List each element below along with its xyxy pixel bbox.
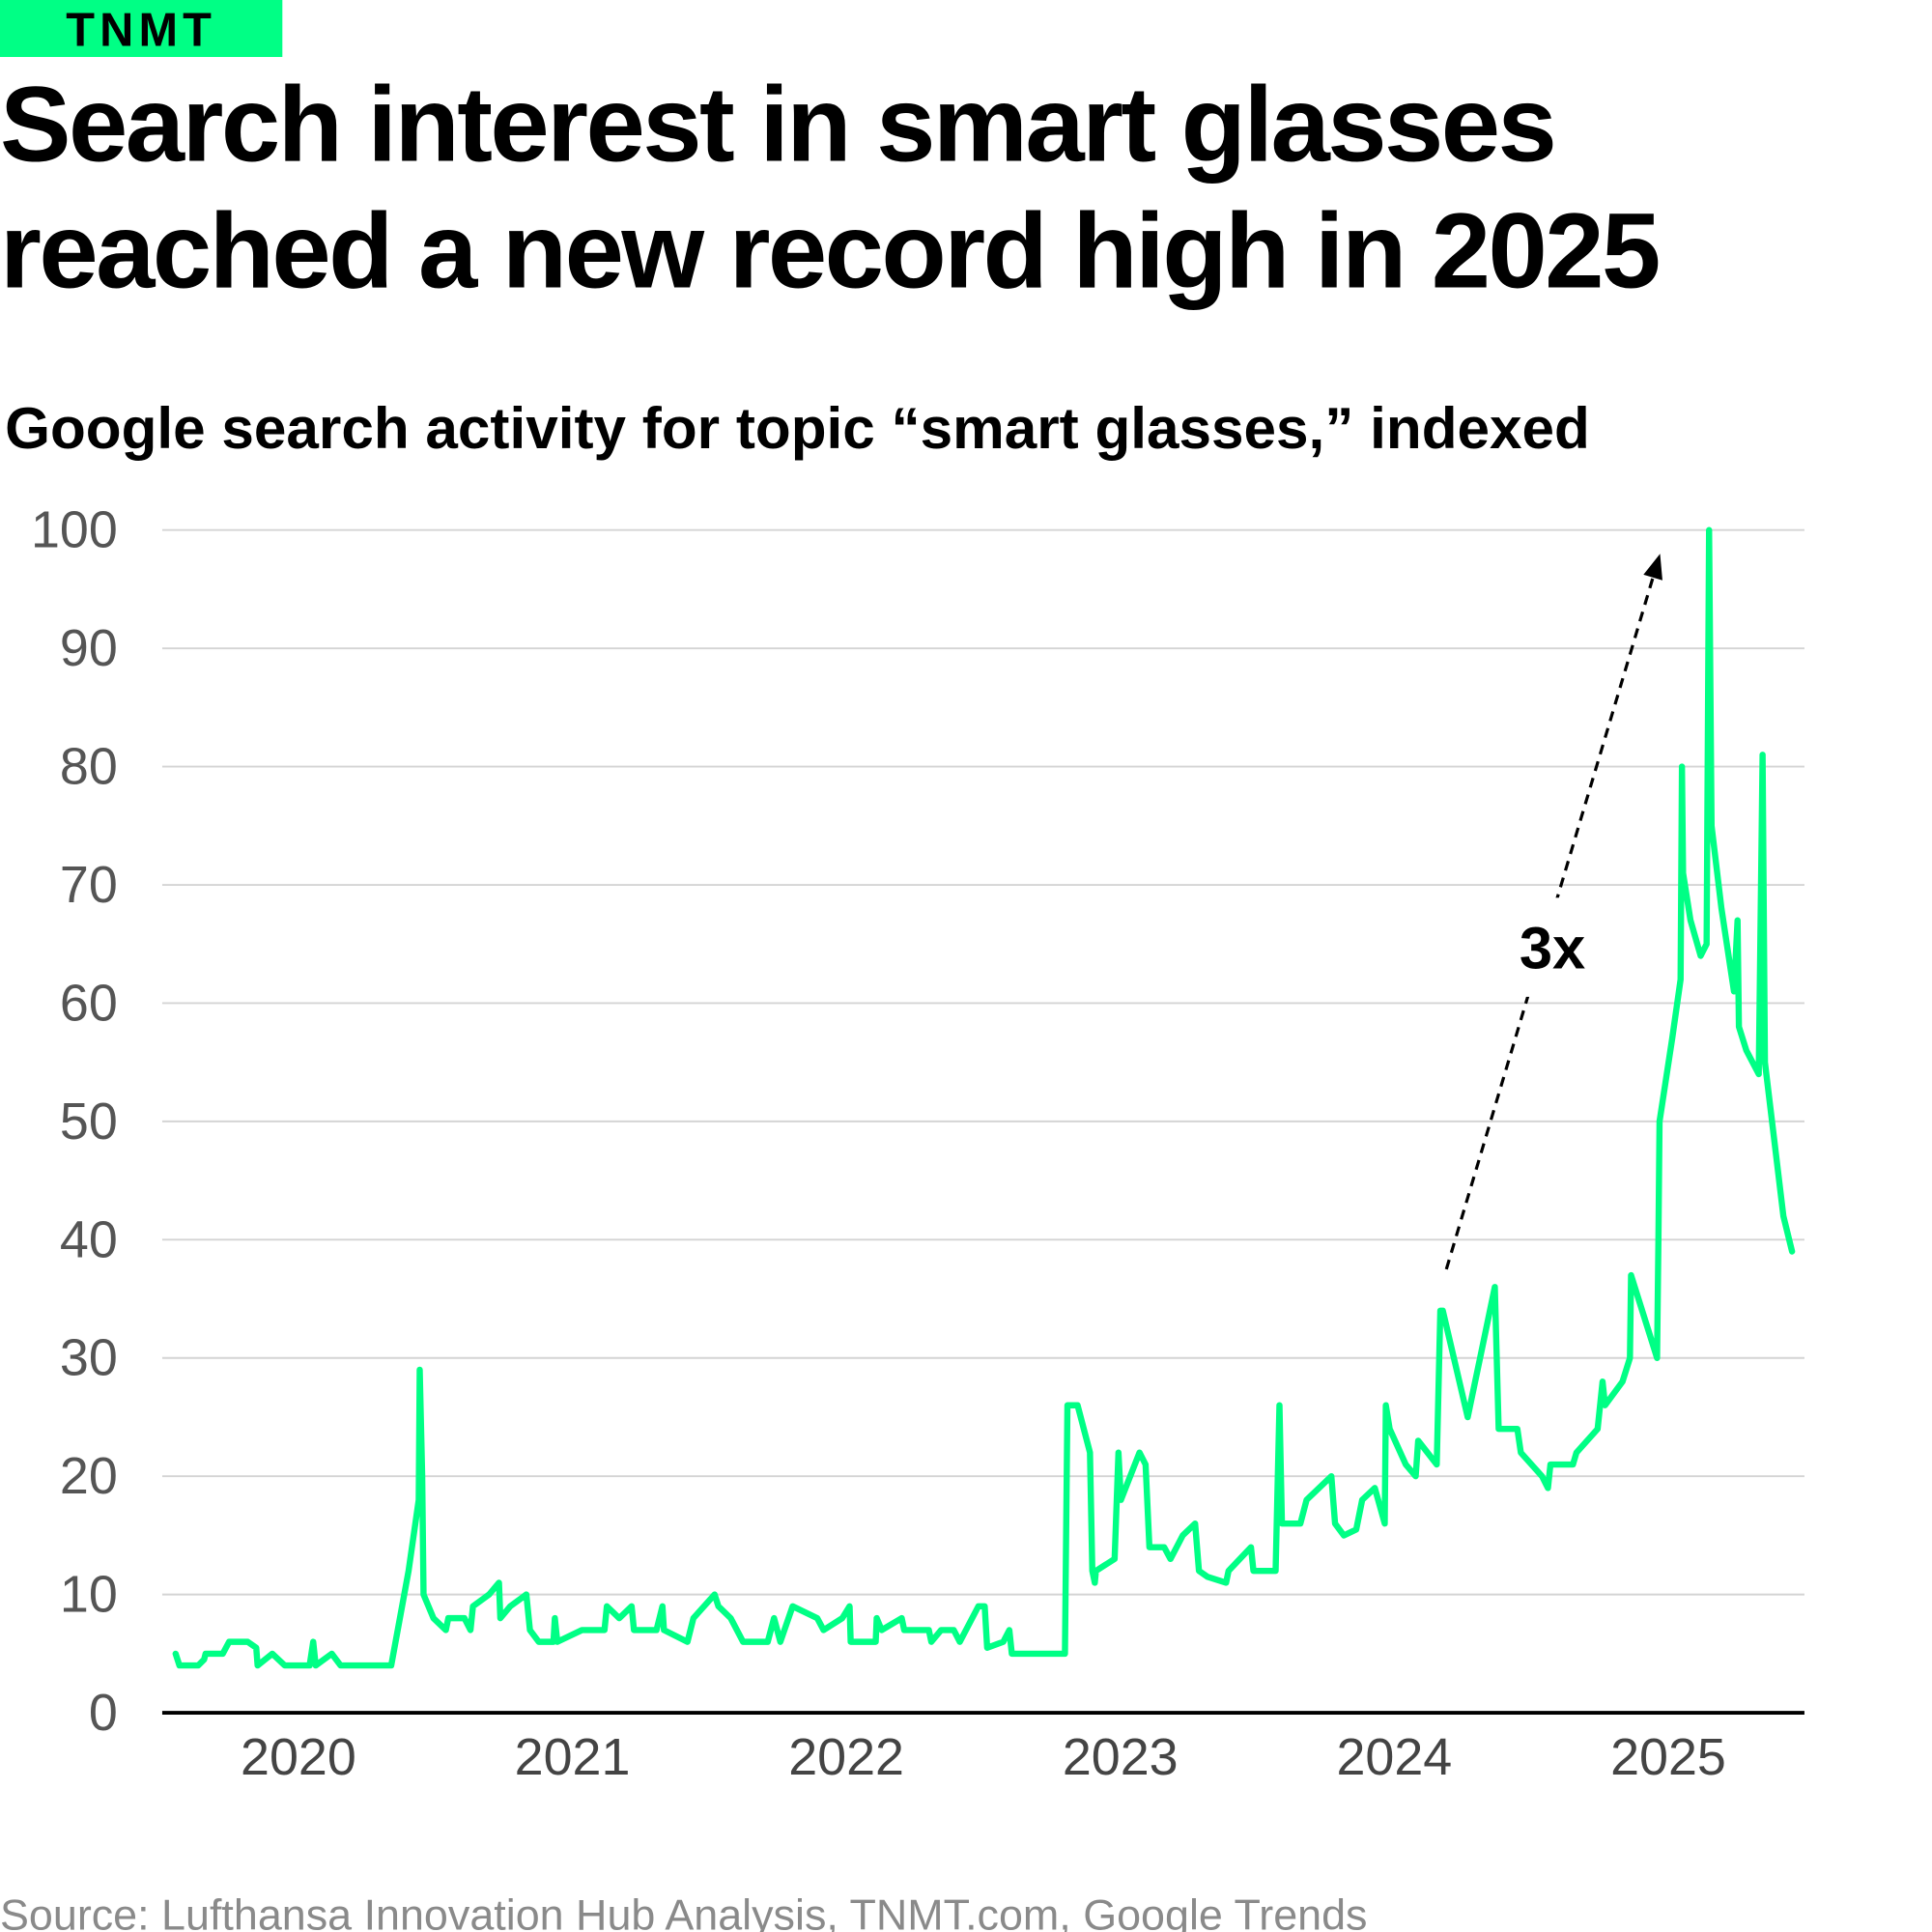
gridlines bbox=[161, 528, 1804, 1716]
logo: TNMT bbox=[0, 0, 283, 57]
y-axis-tick-labels: 0 10 20 30 40 50 60 70 80 90 100 bbox=[31, 501, 118, 1742]
y-tick-label: 90 bbox=[60, 619, 118, 677]
y-tick-label: 30 bbox=[60, 1329, 118, 1387]
y-tick-label: 0 bbox=[89, 1684, 118, 1742]
logo-background bbox=[0, 0, 283, 57]
y-tick-label: 60 bbox=[60, 974, 118, 1032]
x-tick-label: 2021 bbox=[515, 1728, 631, 1786]
chart-subtitle: Google search activity for topic “smart … bbox=[5, 395, 1590, 461]
annotation-label: 3x bbox=[1520, 915, 1585, 981]
x-tick-label: 2025 bbox=[1610, 1728, 1726, 1786]
y-tick-label: 20 bbox=[60, 1447, 118, 1505]
y-tick-label: 100 bbox=[31, 501, 118, 559]
source-note: Source: Lufthansa Innovation Hub Analysi… bbox=[0, 1889, 1367, 1932]
x-axis-tick-labels: 2020 2021 2022 2023 2024 2025 bbox=[241, 1728, 1726, 1786]
series-layer bbox=[172, 526, 1796, 1669]
x-tick-label: 2024 bbox=[1336, 1728, 1452, 1786]
x-tick-label: 2022 bbox=[788, 1728, 904, 1786]
y-tick-label: 80 bbox=[60, 738, 118, 796]
y-tick-label: 50 bbox=[60, 1093, 118, 1151]
chart-title-line-2: reached a new record high in 2025 bbox=[0, 191, 1659, 310]
x-tick-label: 2023 bbox=[1063, 1728, 1179, 1786]
chart-title-line-1: Search interest in smart glasses bbox=[0, 66, 1554, 185]
x-tick-label: 2020 bbox=[241, 1728, 356, 1786]
annotation-layer: 3x bbox=[1444, 554, 1662, 1270]
y-tick-label: 10 bbox=[60, 1566, 118, 1624]
series-line bbox=[172, 526, 1796, 1669]
y-tick-label: 40 bbox=[60, 1210, 118, 1268]
annotation-label-background bbox=[1492, 897, 1593, 997]
logo-text: TNMT bbox=[66, 4, 216, 56]
annotation-arrow-head bbox=[1643, 554, 1662, 581]
y-tick-label: 70 bbox=[60, 856, 118, 914]
